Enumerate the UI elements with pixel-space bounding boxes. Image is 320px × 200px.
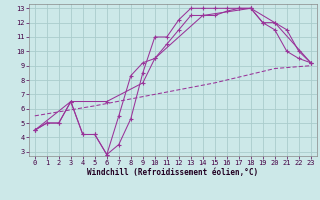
X-axis label: Windchill (Refroidissement éolien,°C): Windchill (Refroidissement éolien,°C)	[87, 168, 258, 177]
